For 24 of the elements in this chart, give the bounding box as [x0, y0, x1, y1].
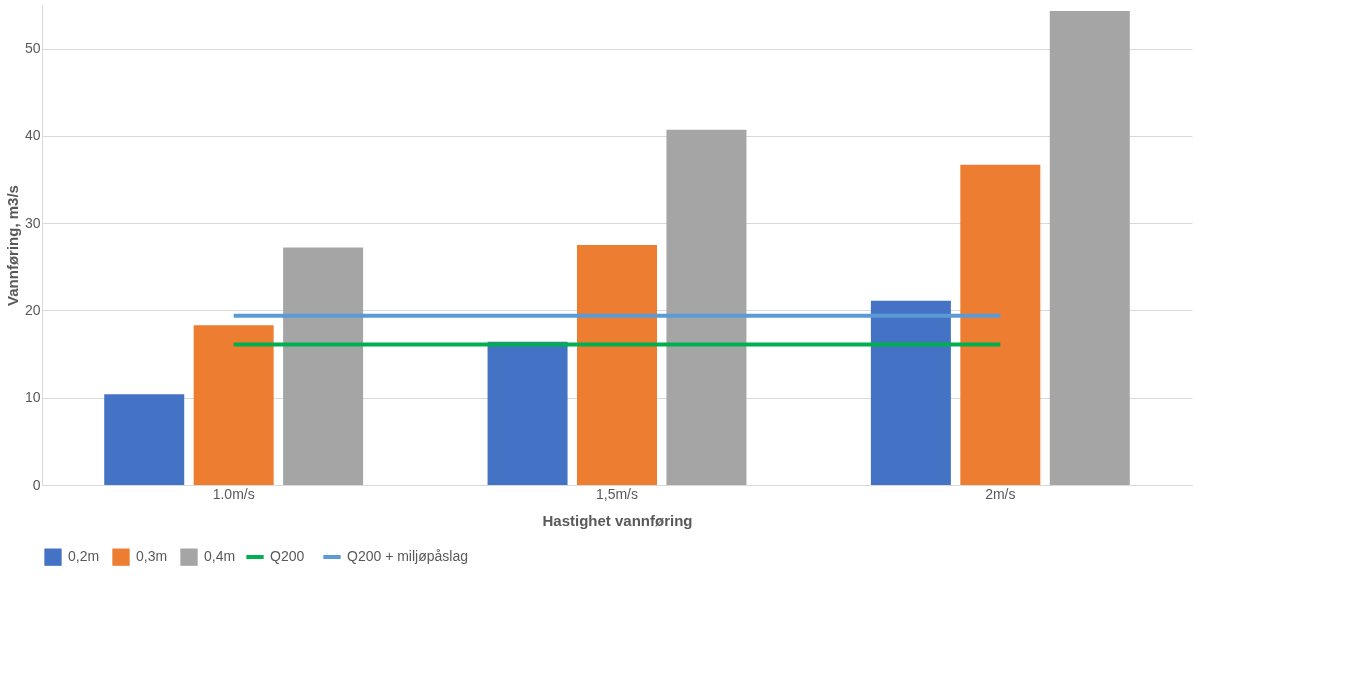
legend-label: Q200	[270, 548, 305, 564]
bar	[577, 245, 657, 485]
y-tick-label: 10	[24, 389, 41, 406]
y-axis-title: Vannføring, m3/s	[3, 185, 21, 306]
y-tick-label: 50	[24, 40, 41, 57]
y-tick-label: 40	[24, 127, 41, 144]
legend-label: 0,3m	[136, 548, 168, 565]
x-tick-label: 1.0m/s	[212, 485, 255, 502]
bar	[283, 247, 364, 485]
x-tick-label: 2m/s	[985, 485, 1016, 502]
y-tick-label: 0	[32, 476, 41, 493]
x-axis-title: Hastighet vannføring	[542, 511, 693, 529]
x-tick-label: 1,5m/s	[595, 485, 639, 502]
bar	[870, 300, 951, 485]
bar	[193, 325, 274, 485]
bar	[960, 164, 1041, 485]
legend-label: 0,2m	[68, 548, 100, 565]
y-tick-label: 30	[24, 214, 41, 231]
bar	[666, 129, 747, 485]
bar	[104, 394, 185, 485]
bar	[1049, 11, 1130, 485]
y-tick-label: 20	[24, 301, 41, 318]
legend-label: Q200 + miljøpåslag	[347, 548, 469, 564]
legend-label: 0,4m	[204, 548, 236, 565]
